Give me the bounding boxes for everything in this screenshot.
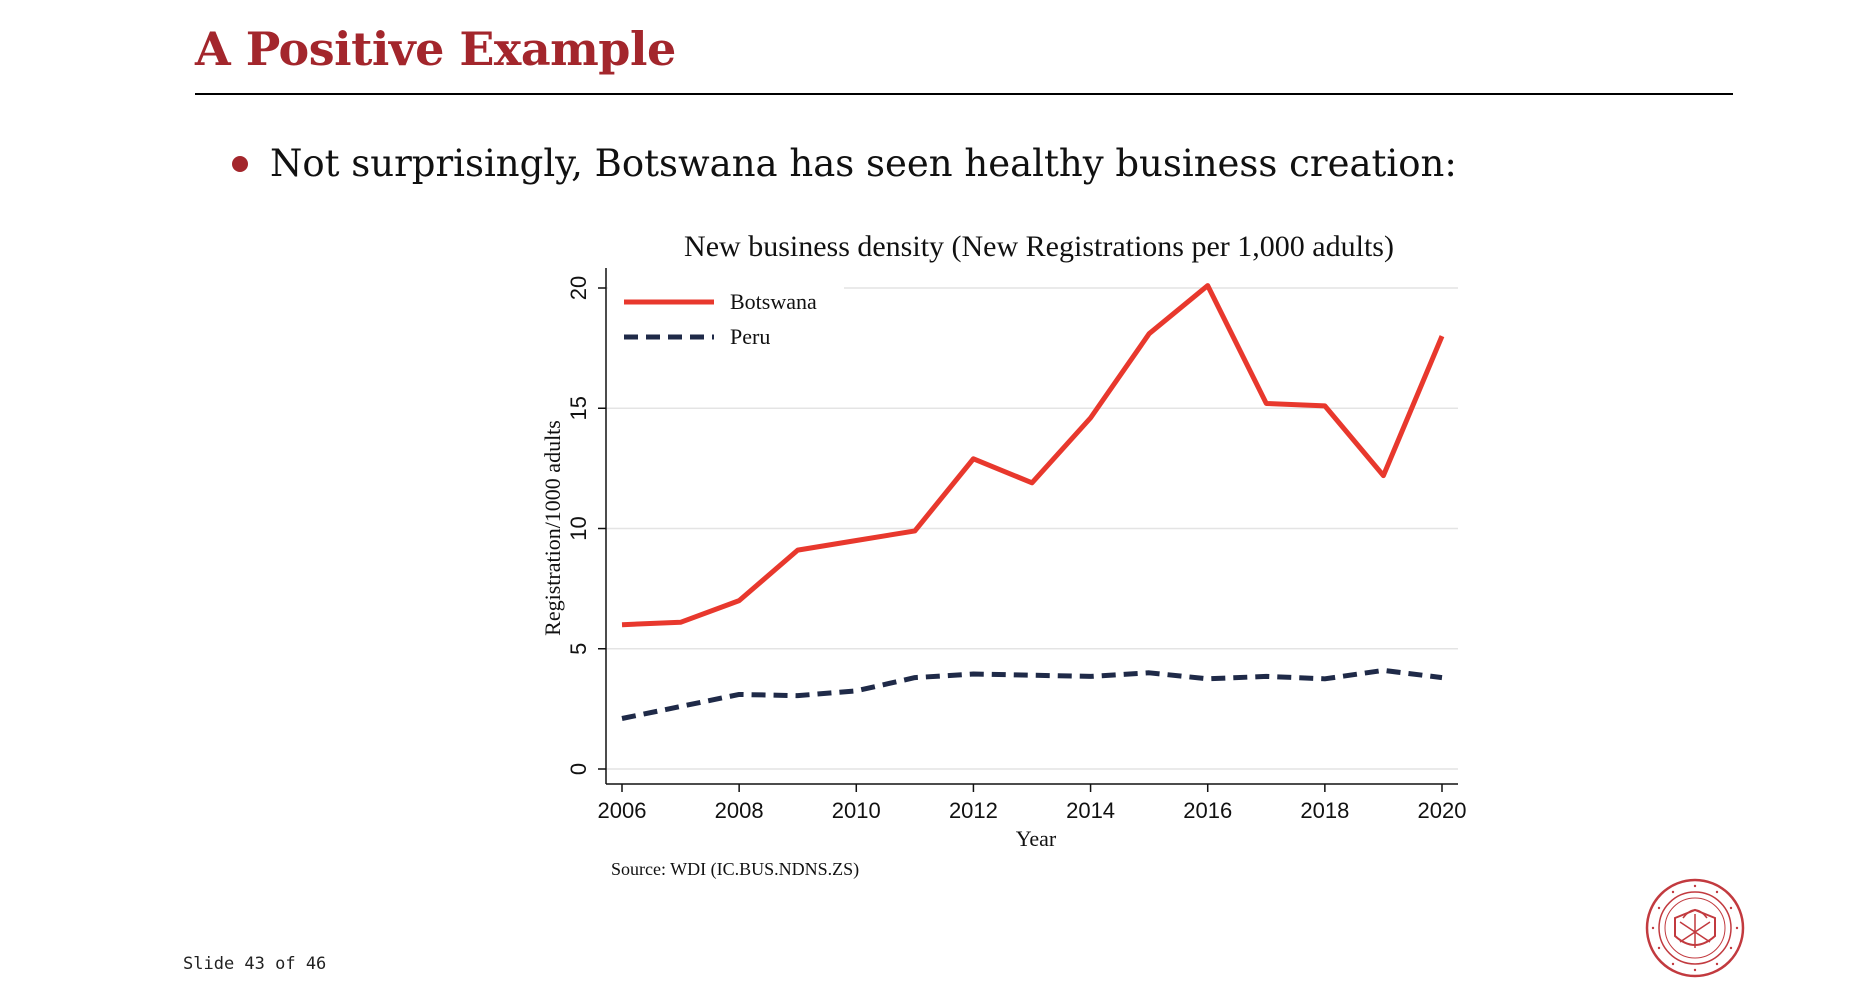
x-tick-label: 2008	[715, 798, 764, 823]
y-tick-label: 20	[566, 276, 591, 300]
series	[621, 283, 1445, 721]
line-chart: New business density (New Registrations …	[540, 230, 1466, 880]
y-tick-label: 10	[566, 516, 591, 540]
x-tick-label: 2016	[1183, 798, 1232, 823]
slide-counter: Slide 43 of 46	[183, 954, 327, 974]
x-tick-label: 2020	[1418, 798, 1467, 823]
x-axis-label: Year	[1016, 826, 1057, 851]
x-tick-label: 2014	[1066, 798, 1115, 823]
bullet-item: Not surprisingly, Botswana has seen heal…	[232, 142, 1457, 185]
x-tick-label: 2012	[949, 798, 998, 823]
series-line-botswana	[621, 283, 1445, 628]
y-axis-label: Registration/1000 adults	[540, 420, 565, 636]
chart-title: New business density (New Registrations …	[684, 230, 1394, 263]
seal-logo-icon	[1645, 878, 1745, 978]
y-tick-label: 0	[566, 763, 591, 775]
y-tick-label: 5	[566, 643, 591, 655]
x-tick-label: 2018	[1300, 798, 1349, 823]
x-tick-label: 2010	[832, 798, 881, 823]
source-note: Source: WDI (IC.BUS.NDNS.ZS)	[611, 859, 859, 880]
axes: 0 5 10 15 20 2006 2008 2010 2012 2014 2016 2018 2020	[566, 268, 1466, 823]
university-seal	[1645, 878, 1745, 982]
bullet-dot-icon	[232, 155, 248, 172]
legend: Botswana Peru	[608, 272, 844, 350]
legend-label-peru: Peru	[730, 324, 770, 349]
y-tick-label: 15	[566, 396, 591, 420]
x-tick-label: 2006	[598, 798, 647, 823]
legend-label-botswana: Botswana	[730, 289, 817, 314]
title-divider	[195, 93, 1733, 95]
bullet-text: Not surprisingly, Botswana has seen heal…	[270, 142, 1457, 185]
slide-title: A Positive Example	[195, 22, 676, 76]
series-line-peru	[621, 667, 1443, 721]
chart: New business density (New Registrations …	[540, 230, 1466, 880]
